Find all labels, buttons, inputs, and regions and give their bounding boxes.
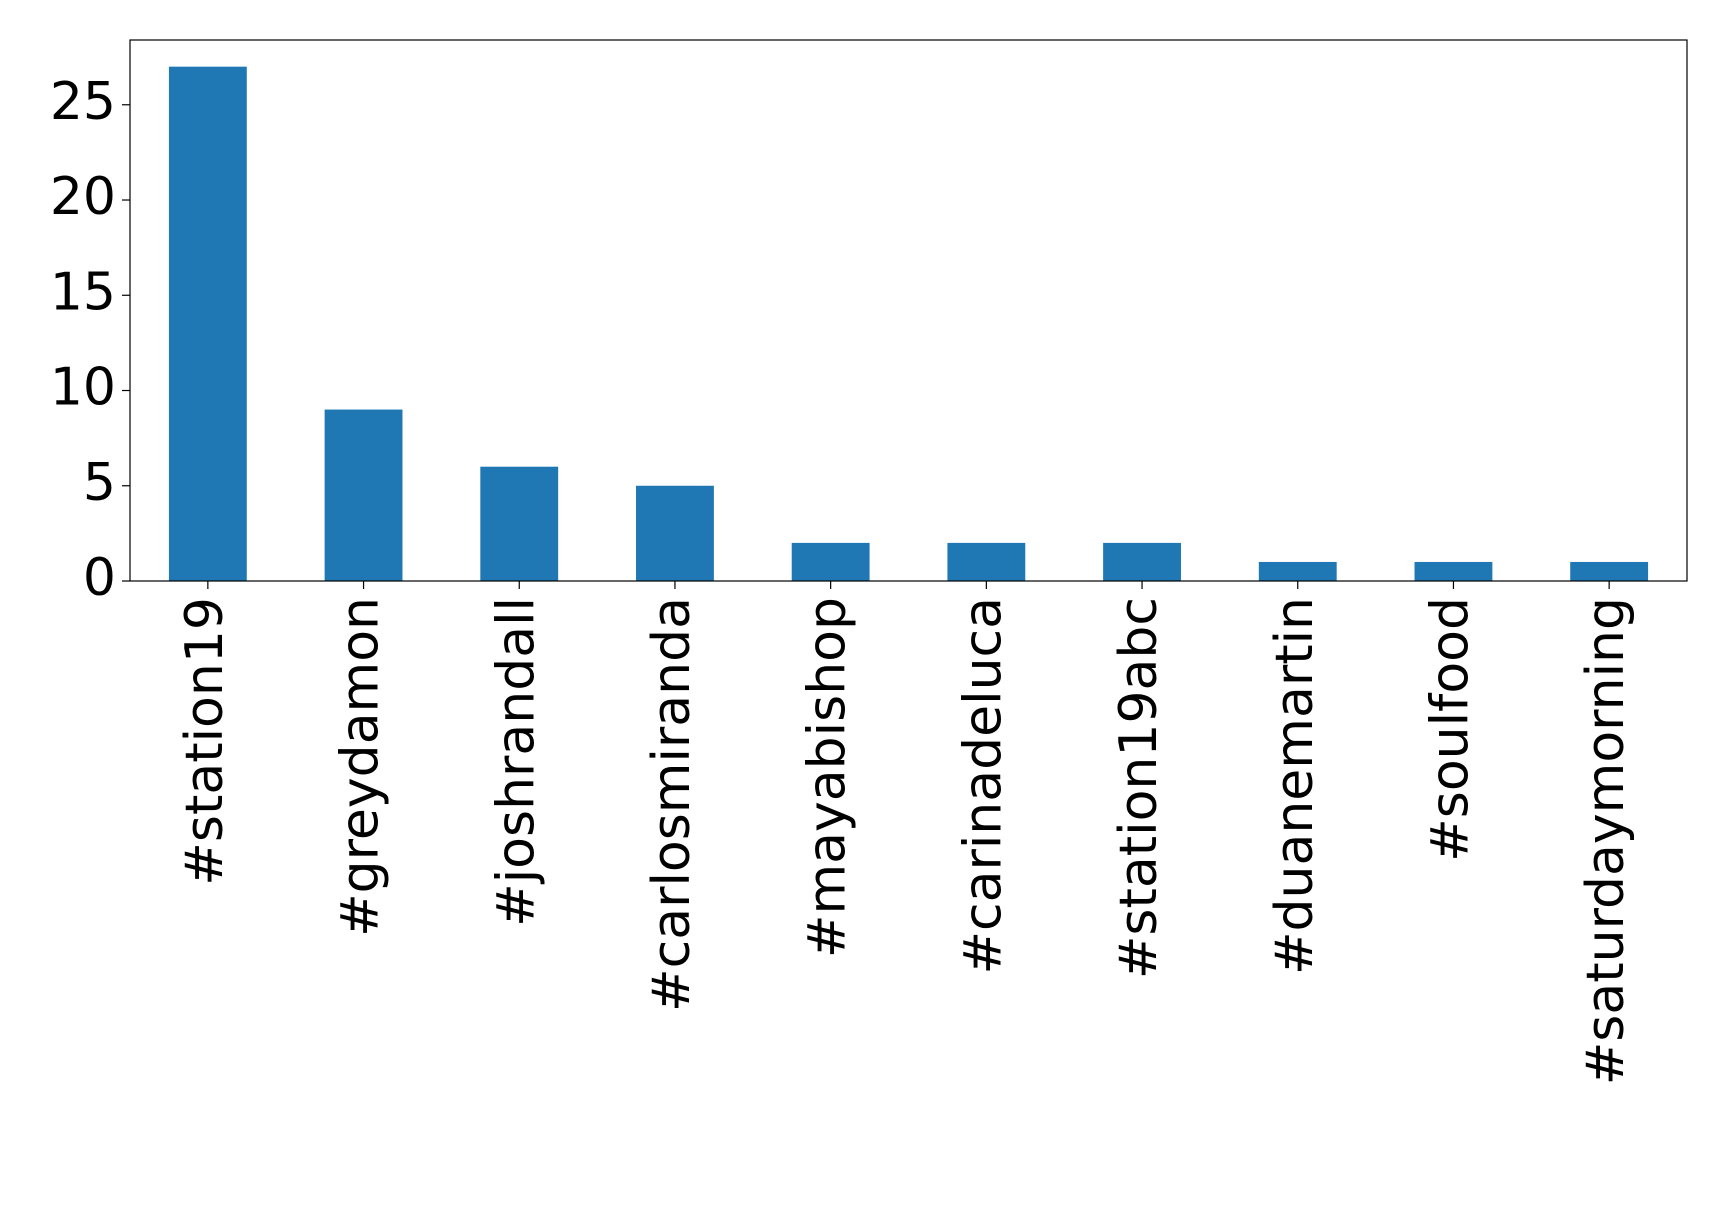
x-tick-label: #greydamon	[331, 597, 391, 937]
y-tick-label: 15	[50, 262, 116, 322]
y-tick-label: 5	[83, 453, 116, 513]
x-tick-label: #station19abc	[1109, 597, 1169, 979]
x-tick-label: #saturdaymorning	[1576, 597, 1636, 1085]
bar	[324, 409, 403, 581]
bar	[1258, 561, 1337, 581]
y-tick-label: 10	[50, 358, 116, 418]
bar	[1103, 542, 1181, 581]
y-tick-label: 20	[50, 167, 116, 227]
bar	[947, 542, 1026, 581]
bar	[791, 542, 870, 581]
bar	[636, 485, 714, 581]
x-tick-label: #carlosmiranda	[642, 597, 702, 1012]
x-tick-label: #mayabishop	[798, 597, 858, 958]
x-tick-label: #carinadeluca	[953, 597, 1013, 975]
x-tick-label: #soulfood	[1420, 597, 1480, 862]
bar	[480, 466, 559, 581]
y-tick-label: 25	[50, 72, 116, 132]
x-tick-label: #duanemartin	[1265, 597, 1325, 975]
x-tick-label: #joshrandall	[486, 597, 546, 927]
bar	[1414, 561, 1493, 581]
plot-frame	[129, 39, 1688, 582]
y-tick-label: 0	[83, 548, 116, 608]
bar	[1570, 561, 1649, 581]
x-tick-label: #station19	[175, 597, 235, 886]
bar	[168, 66, 247, 582]
